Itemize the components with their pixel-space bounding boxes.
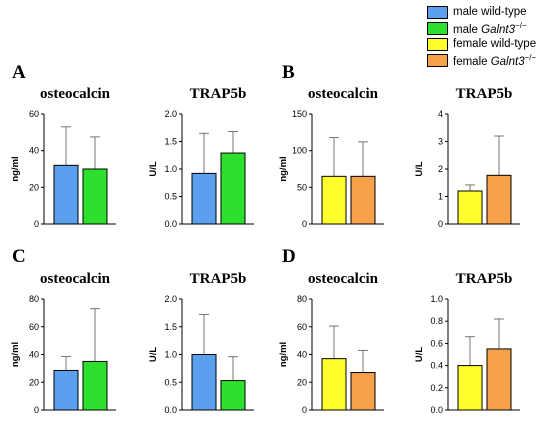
y-axis-label: U/L <box>414 347 425 363</box>
chart-title: TRAP5b <box>456 271 513 287</box>
bar <box>457 365 483 411</box>
y-tick-label: 0.2 <box>430 383 443 393</box>
chart-title: TRAP5b <box>190 86 247 102</box>
y-tick-label: 0.0 <box>164 405 177 415</box>
y-tick-label: 80 <box>297 294 307 304</box>
y-tick-label: 0.8 <box>430 316 443 326</box>
y-axis-label: ng/ml <box>278 156 289 181</box>
y-tick-label: 20 <box>297 377 307 387</box>
bar <box>82 168 108 225</box>
y-tick-label: 1 <box>438 192 443 202</box>
legend-swatch <box>427 5 448 19</box>
panel-label: D <box>282 246 296 267</box>
y-tick-label: 1.5 <box>164 137 177 147</box>
y-tick-label: 1.0 <box>430 294 443 304</box>
y-axis-label: ng/ml <box>10 156 21 181</box>
y-tick-label: 0.5 <box>164 192 177 202</box>
chart-title: osteocalcin <box>40 86 111 102</box>
legend-label: male wild-type <box>453 6 527 18</box>
chart-title: osteocalcin <box>308 271 379 287</box>
legend-swatch <box>427 37 448 51</box>
y-axis-label: ng/ml <box>10 342 21 367</box>
y-axis-label: U/L <box>148 161 159 177</box>
y-tick-label: 100 <box>292 146 307 156</box>
legend: male wild-type male Galnt3−/− female wil… <box>427 4 550 68</box>
y-tick-label: 0.6 <box>430 338 443 348</box>
y-tick-label: 20 <box>29 182 39 192</box>
y-tick-label: 4 <box>438 109 443 119</box>
bar <box>220 152 246 225</box>
bar <box>321 358 347 411</box>
chart-title: osteocalcin <box>40 271 111 287</box>
bar <box>321 175 347 225</box>
legend-item: male Galnt3−/− <box>427 20 550 36</box>
y-tick-label: 40 <box>29 146 39 156</box>
y-tick-label: 1.0 <box>164 164 177 174</box>
bar <box>220 380 246 411</box>
bar <box>191 354 217 411</box>
legend-item: female wild-type <box>427 36 550 52</box>
y-tick-label: 0 <box>438 219 443 229</box>
y-tick-label: 0.0 <box>164 219 177 229</box>
legend-label: female wild-type <box>453 38 537 50</box>
y-tick-label: 20 <box>29 377 39 387</box>
bar <box>350 372 376 411</box>
y-tick-label: 50 <box>297 182 307 192</box>
y-axis-label: U/L <box>414 161 425 177</box>
y-tick-label: 2 <box>438 164 443 174</box>
y-tick-label: 0 <box>302 405 307 415</box>
y-tick-label: 60 <box>29 109 39 119</box>
bar <box>53 369 79 411</box>
bar <box>457 190 483 225</box>
legend-swatch <box>427 53 448 67</box>
panel-label: A <box>12 62 26 83</box>
y-tick-label: 150 <box>292 109 307 119</box>
y-tick-label: 0.4 <box>430 361 443 371</box>
y-tick-label: 2.0 <box>164 109 177 119</box>
y-axis-label: ng/ml <box>278 342 289 367</box>
y-tick-label: 40 <box>297 350 307 360</box>
y-tick-label: 60 <box>297 322 307 332</box>
y-tick-label: 2.0 <box>164 294 177 304</box>
panel-label: B <box>282 62 295 83</box>
legend-item: female Galnt3−/− <box>427 52 550 68</box>
y-tick-label: 1.0 <box>164 350 177 360</box>
y-tick-label: 0 <box>34 219 39 229</box>
chart-title: TRAP5b <box>190 271 247 287</box>
y-tick-label: 80 <box>29 294 39 304</box>
bar <box>486 174 512 225</box>
bar <box>82 360 108 411</box>
y-tick-label: 60 <box>29 322 39 332</box>
bar <box>486 348 512 411</box>
chart-title: osteocalcin <box>308 86 379 102</box>
y-tick-label: 3 <box>438 137 443 147</box>
bar <box>350 175 376 225</box>
legend-swatch <box>427 21 448 35</box>
y-tick-label: 0 <box>34 405 39 415</box>
chart-title: TRAP5b <box>456 86 513 102</box>
y-tick-label: 0.0 <box>430 405 443 415</box>
bar <box>191 172 217 225</box>
bar <box>53 164 79 225</box>
y-tick-label: 0.5 <box>164 377 177 387</box>
y-axis-label: U/L <box>148 347 159 363</box>
legend-label: female Galnt3−/− <box>453 52 537 68</box>
y-tick-label: 0 <box>302 219 307 229</box>
legend-item: male wild-type <box>427 4 550 20</box>
legend-label: male Galnt3−/− <box>453 20 527 36</box>
y-tick-label: 1.5 <box>164 322 177 332</box>
panel-label: C <box>12 246 26 267</box>
y-tick-label: 40 <box>29 350 39 360</box>
